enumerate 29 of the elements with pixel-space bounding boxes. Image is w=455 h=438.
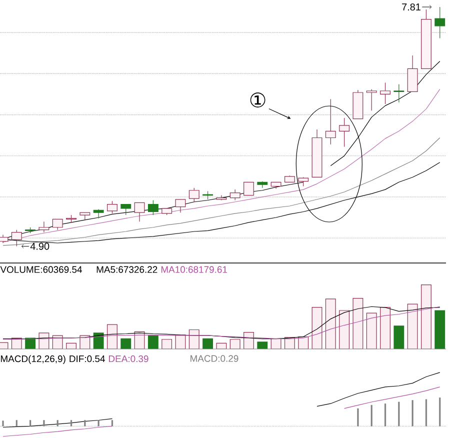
text: DEA:0.39 — [109, 355, 148, 362]
candlestick — [230, 189, 240, 201]
candlestick — [434, 6, 446, 39]
candlestick — [366, 88, 377, 111]
text: MA10:68179.61 — [161, 266, 227, 273]
candlestick — [148, 200, 158, 216]
candlestick — [380, 82, 390, 104]
candlestick — [175, 199, 186, 213]
candlestick — [52, 218, 63, 230]
annotation: ① — [250, 92, 266, 108]
text: MACD:0.29 — [190, 355, 238, 362]
candlestick — [120, 204, 132, 216]
text: DIF:0.54 — [70, 355, 105, 362]
candlestick — [188, 188, 200, 202]
candlestick — [339, 118, 350, 148]
candlestick — [134, 202, 145, 222]
candlestick — [38, 221, 50, 233]
candlestick — [244, 182, 254, 196]
text: MA5:67326.22 — [96, 266, 158, 273]
candlestick — [93, 208, 104, 219]
candlestick — [407, 55, 418, 92]
chart-title: MACD(12,26,9) — [0, 355, 66, 364]
candlestick — [298, 176, 309, 187]
annotation: 4.90 — [30, 242, 50, 250]
annotation: 7.81 — [402, 3, 420, 11]
candlestick — [325, 98, 336, 145]
candlestick — [107, 200, 118, 214]
text: VOLUME:60369.54 — [0, 266, 82, 273]
candlestick — [394, 84, 404, 103]
